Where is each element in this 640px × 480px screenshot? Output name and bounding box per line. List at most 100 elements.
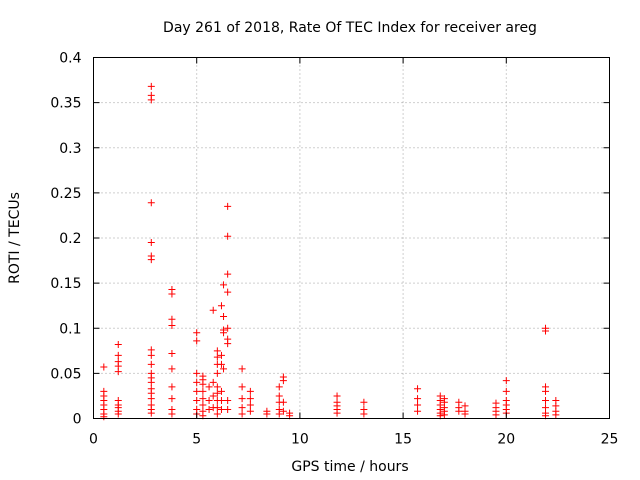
data-point xyxy=(199,380,207,388)
data-point xyxy=(114,368,122,376)
y-tick-label: 0.05 xyxy=(50,366,81,382)
data-point xyxy=(279,377,287,385)
data-point xyxy=(114,410,122,418)
y-tick-label: 0 xyxy=(73,412,82,428)
x-tick-label: 5 xyxy=(192,432,201,448)
data-point xyxy=(440,411,448,419)
data-point xyxy=(147,199,155,207)
x-tick-label: 15 xyxy=(394,432,412,448)
data-point xyxy=(193,329,201,337)
data-point xyxy=(168,383,176,391)
data-point xyxy=(209,306,217,314)
data-point xyxy=(114,340,122,348)
data-point xyxy=(246,401,254,409)
data-point xyxy=(220,329,228,337)
data-point xyxy=(279,398,287,406)
y-tick-label: 0.35 xyxy=(50,96,81,112)
data-point xyxy=(224,270,232,278)
x-tick-label: 25 xyxy=(601,432,619,448)
y-tick-label: 0.1 xyxy=(59,321,81,337)
x-tick-label: 20 xyxy=(497,432,515,448)
data-point xyxy=(147,239,155,247)
data-point xyxy=(168,410,176,418)
data-point xyxy=(147,256,155,264)
data-point xyxy=(333,409,341,417)
y-tick-label: 0.4 xyxy=(59,51,81,67)
data-point xyxy=(217,302,225,310)
data-point xyxy=(224,232,232,240)
data-point xyxy=(238,404,246,412)
data-point xyxy=(213,353,221,361)
data-point xyxy=(147,395,155,403)
data-point xyxy=(224,202,232,210)
data-point xyxy=(213,369,221,377)
data-point xyxy=(100,413,108,421)
data-point xyxy=(147,360,155,368)
data-point xyxy=(492,411,500,419)
data-point xyxy=(213,410,221,418)
data-point xyxy=(147,409,155,417)
data-point xyxy=(217,351,225,359)
data-point xyxy=(275,392,283,400)
data-point xyxy=(414,407,422,415)
data-point xyxy=(168,365,176,373)
grid-layer xyxy=(93,57,610,419)
data-point xyxy=(168,350,176,358)
data-point xyxy=(414,401,422,409)
x-tick-labels: 0 5 10 15 20 25 xyxy=(89,432,618,448)
data-point xyxy=(199,395,207,403)
data-point xyxy=(246,407,254,415)
data-point xyxy=(238,410,246,418)
data-point xyxy=(213,404,221,412)
data-point xyxy=(199,387,207,395)
data-point xyxy=(246,387,254,395)
data-point xyxy=(275,410,283,418)
data-point xyxy=(414,395,422,403)
data-point xyxy=(168,322,176,330)
data-point xyxy=(193,396,201,404)
data-point xyxy=(238,395,246,403)
data-point xyxy=(147,82,155,90)
x-axis-label: GPS time / hours xyxy=(291,459,408,475)
data-point xyxy=(224,396,232,404)
ticks-layer xyxy=(93,57,610,419)
x-tick-label: 0 xyxy=(89,432,98,448)
data-point xyxy=(213,383,221,391)
data-point xyxy=(455,407,463,415)
y-tick-labels: 0 0.05 0.1 0.15 0.2 0.25 0.3 0.35 0.4 xyxy=(50,51,81,428)
data-point xyxy=(220,365,228,373)
data-point xyxy=(114,351,122,359)
data-point xyxy=(238,383,246,391)
data-point xyxy=(502,387,510,395)
data-point xyxy=(224,405,232,413)
y-tick-label: 0.3 xyxy=(59,141,81,157)
data-point xyxy=(224,288,232,296)
data-point xyxy=(360,410,368,418)
data-point xyxy=(217,396,225,404)
data-point xyxy=(238,365,246,373)
y-tick-label: 0.15 xyxy=(50,276,81,292)
data-point xyxy=(213,347,221,355)
data-point xyxy=(502,377,510,385)
data-point xyxy=(279,407,287,415)
data-point xyxy=(168,290,176,298)
data-point xyxy=(168,395,176,403)
data-point xyxy=(461,410,469,418)
data-point xyxy=(193,369,201,377)
data-point xyxy=(205,396,213,404)
data-point xyxy=(220,281,228,289)
data-point xyxy=(224,324,232,332)
data-point xyxy=(147,96,155,104)
data-point xyxy=(414,385,422,393)
data-point xyxy=(246,395,254,403)
data-point xyxy=(199,401,207,409)
data-point xyxy=(147,351,155,359)
data-point xyxy=(220,313,228,321)
data-point xyxy=(217,387,225,395)
data-point xyxy=(552,411,560,419)
x-tick-label: 10 xyxy=(291,432,309,448)
data-point xyxy=(168,315,176,323)
data-point xyxy=(209,378,217,386)
